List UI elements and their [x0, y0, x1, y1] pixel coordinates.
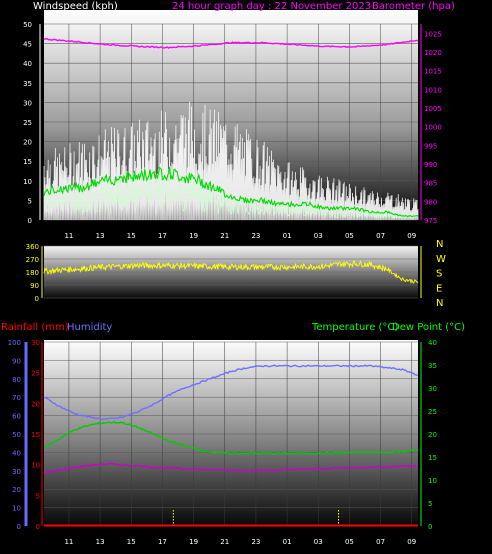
- temp-x-tick-label: 01: [283, 538, 292, 546]
- temp-x-tick-label: 09: [407, 538, 416, 546]
- wind-direction-series: [43, 259, 419, 284]
- humidity-series: [43, 364, 419, 421]
- humidity-tick-label: 90: [12, 357, 21, 365]
- temp-x-tick-label: 05: [345, 538, 354, 546]
- humidity-axis-title: Humidity: [67, 322, 112, 333]
- wind-tick-label: 45: [23, 41, 32, 49]
- wind-x-tick-label: 13: [96, 232, 105, 240]
- wind-tick-label: 35: [23, 80, 32, 88]
- temp-x-tick-label: 23: [251, 538, 260, 546]
- rainfall-tick-label: 10: [31, 462, 40, 470]
- barometer-tick-label: 990: [424, 161, 437, 169]
- windspeed-axis-title: Windspeed (kph): [33, 1, 118, 12]
- wind-tick-label: 10: [23, 178, 32, 186]
- temp-x-tick-label: 07: [376, 538, 385, 546]
- temperature-tick-label: 30: [428, 385, 437, 393]
- temp-x-tick-label: 21: [220, 538, 229, 546]
- direction-tick-label: 90: [30, 282, 39, 290]
- barometer-tick-label: 1010: [424, 86, 442, 94]
- humidity-tick-label: 50: [12, 431, 21, 439]
- wind-x-tick-label: 23: [251, 232, 260, 240]
- barometer-tick-label: 980: [424, 198, 437, 206]
- humidity-tick-label: 30: [12, 468, 21, 476]
- barometer-tick-label: 1025: [424, 30, 442, 38]
- wind-x-tick-label: 17: [158, 232, 167, 240]
- temperature-tick-label: 25: [428, 408, 437, 416]
- wind-x-tick-label: 19: [189, 232, 198, 240]
- barometer-axis-title: Barometer (hpa): [372, 1, 455, 12]
- temperature-tick-label: 35: [428, 362, 437, 370]
- rainfall-axis-title: Rainfall (mm): [1, 322, 69, 333]
- humidity-tick-label: 70: [12, 394, 21, 402]
- dewpoint-series: [43, 462, 419, 475]
- temperature-series: [43, 420, 419, 455]
- rainfall-tick-label: 5: [36, 492, 40, 500]
- humidity-tick-label: 60: [12, 413, 21, 421]
- barometer-tick-label: 1000: [424, 124, 442, 132]
- humidity-tick-label: 0: [17, 523, 21, 531]
- barometer-series: [43, 38, 419, 49]
- wind-tick-label: 20: [23, 139, 32, 147]
- temp-x-tick-label: 17: [158, 538, 167, 546]
- compass-label: W: [436, 254, 446, 265]
- wind-tick-label: 40: [23, 60, 32, 68]
- temperature-axis-title: Temperature (°C): [311, 322, 398, 333]
- barometer-tick-label: 1005: [424, 105, 442, 113]
- temperature-tick-label: 0: [428, 523, 432, 531]
- temperature-tick-label: 15: [428, 454, 437, 462]
- barometer-tick-label: 1015: [424, 68, 442, 76]
- temperature-tick-label: 10: [428, 477, 437, 485]
- direction-tick-label: 270: [26, 256, 39, 264]
- rainfall-tick-label: 15: [31, 431, 40, 439]
- temp-x-tick-label: 13: [96, 538, 105, 546]
- compass-label: E: [436, 283, 442, 294]
- humidity-tick-label: 20: [12, 486, 21, 494]
- temp-x-tick-label: 11: [64, 538, 73, 546]
- wind-x-tick-label: 21: [220, 232, 229, 240]
- wind-tick-label: 15: [23, 158, 32, 166]
- wind-x-tick-label: 03: [314, 232, 323, 240]
- humidity-tick-label: 80: [12, 376, 21, 384]
- compass-label: S: [436, 269, 442, 280]
- direction-tick-label: 360: [26, 243, 39, 251]
- wind-x-tick-label: 01: [283, 232, 292, 240]
- temperature-tick-label: 20: [428, 431, 437, 439]
- rainfall-tick-label: 30: [31, 339, 40, 347]
- barometer-tick-label: 975: [424, 217, 437, 225]
- barometer-tick-label: 995: [424, 142, 437, 150]
- temp-x-tick-label: 19: [189, 538, 198, 546]
- wind-tick-label: 50: [23, 21, 32, 29]
- temperature-tick-label: 40: [428, 339, 437, 347]
- wind-gust-series: [43, 101, 419, 221]
- humidity-tick-label: 40: [12, 449, 21, 457]
- humidity-tick-label: 10: [12, 505, 21, 513]
- wind-tick-label: 25: [23, 119, 32, 127]
- rainfall-tick-label: 20: [31, 400, 40, 408]
- compass-label: N: [436, 239, 443, 250]
- compass-label: N: [436, 298, 443, 309]
- wind-tick-label: 5: [28, 197, 32, 205]
- wind-average-series: [43, 166, 419, 218]
- dewpoint-axis-title: Dew Point (°C): [392, 322, 465, 333]
- wind-tick-label: 0: [28, 217, 32, 225]
- wind-tick-label: 30: [23, 99, 32, 107]
- temp-x-tick-label: 03: [314, 538, 323, 546]
- wind-x-tick-label: 09: [407, 232, 416, 240]
- direction-tick-label: 180: [26, 269, 39, 277]
- wind-x-tick-label: 05: [345, 232, 354, 240]
- rainfall-tick-label: 25: [31, 370, 40, 378]
- rainfall-tick-label: 0: [36, 523, 40, 531]
- temp-x-tick-label: 15: [127, 538, 136, 546]
- humidity-tick-label: 100: [8, 339, 21, 347]
- wind-x-tick-label: 15: [127, 232, 136, 240]
- barometer-tick-label: 1020: [424, 49, 442, 57]
- wind-x-tick-label: 07: [376, 232, 385, 240]
- temperature-tick-label: 5: [428, 500, 432, 508]
- barometer-tick-label: 985: [424, 180, 437, 188]
- graph-title: 24 hour graph day : 22 November 2023: [172, 1, 371, 12]
- wind-x-tick-label: 11: [64, 232, 73, 240]
- direction-tick-label: 0: [35, 295, 39, 303]
